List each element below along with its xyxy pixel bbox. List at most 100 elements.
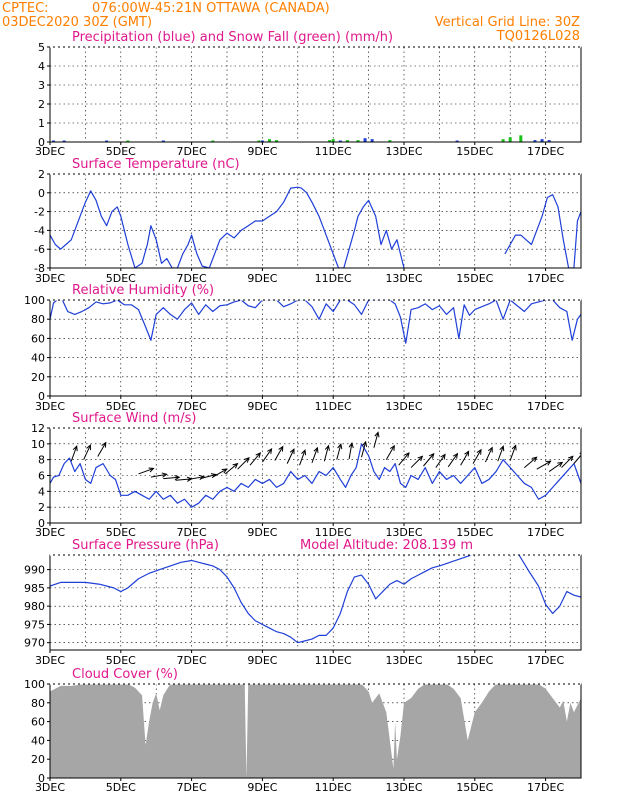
temp-xtick-label: 17DEC [527,272,564,285]
pressure-title: Surface Pressure (hPa) [72,538,219,553]
temp-ytick-label: 2 [38,168,45,181]
cloud-ytick-label: 80 [31,697,45,710]
humidity-xtick-label: 3DEC [35,400,65,413]
precip-bar [540,139,544,142]
humidity-ytick-label: 80 [31,313,45,326]
precip-ytick-label: 3 [38,79,45,92]
precip-title: Precipitation (blue) and Snow Fall (gree… [72,30,393,45]
wind-arrow [524,456,538,468]
cloud-plot [50,684,581,778]
wind-ytick-label: 6 [38,470,45,483]
cloud-xtick-label: 7DEC [177,781,207,794]
wind-arrow [336,443,343,460]
cloud-panel: Cloud Cover (%) 0 20 40 60 80 100 3DEC 5DEC 7DEC 9… [24,667,582,794]
wind-arrow [97,441,107,457]
humidity-line [50,300,581,344]
wind-arrow [435,453,446,468]
temp-ytick-label: -2 [34,206,45,219]
precip-bar [501,139,505,142]
precip-bar [455,140,459,142]
wind-arrow [224,462,239,475]
temp-xtick-label: 15DEC [456,272,493,285]
precip-frame [49,46,582,143]
humidity-xtick-label: 15DEC [456,400,493,413]
pressure-xtick-label: 3DEC [35,654,65,667]
precip-ytick-label: 0 [38,136,45,149]
wind-arrow [509,444,517,461]
precip-xtick-label: 17DEC [527,145,564,158]
pressure-ytick-label: 990 [24,564,45,577]
precip-bar [345,140,349,142]
precip-bar [260,140,264,142]
wind-arrow [460,450,470,466]
precip-bar [126,140,130,142]
cloud-xtick-label: 17DEC [527,781,564,794]
cloud-xtick-label: 15DEC [456,781,493,794]
precip-bar [338,140,342,142]
wind-arrow [138,467,155,475]
humidity-title: Relative Humidity (%) [72,283,214,298]
temp-line [50,186,405,268]
wind-arrow [261,447,273,463]
model-label: TQ0126L028 [496,29,580,44]
temp-xtick-label: 7DEC [177,272,207,285]
wind-line [50,443,581,508]
wind-arrow [83,444,91,460]
pressure-xtick-label: 15DEC [456,654,493,667]
precip-bar [105,140,109,142]
precip-bar [52,140,56,142]
humidity-xtick-label: 5DEC [106,400,136,413]
precip-ytick-label: 2 [38,98,45,111]
precip-bar [356,140,360,142]
wind-arrow [163,475,181,481]
precip-bar [388,140,392,142]
wind-arrow [536,460,552,470]
precip-bar [267,139,271,142]
wind-arrow [150,472,168,478]
wind-ytick-label: 10 [31,438,45,451]
wind-ytick-label: 0 [38,517,45,530]
precip-bar [161,140,165,142]
wind-xtick-label: 3DEC [35,526,65,539]
precip-bar [363,138,367,142]
humidity-ytick-label: 100 [24,294,45,307]
grid-line-note: Vertical Grid Line: 30Z [435,15,580,30]
wind-ytick-label: 2 [38,501,45,514]
wind-arrow [385,444,395,460]
pressure-ytick-label: 985 [24,582,45,595]
humidity-xtick-label: 9DEC [247,400,277,413]
pressure-annotation: Model Altitude: 208.139 m [300,538,473,553]
humidity-panel: Relative Humidity (%) 0 20 40 60 80 100 3DEC 5DE… [24,283,582,413]
wind-arrow [249,452,262,466]
wind-arrow [237,457,250,470]
wind-panel: Surface Wind (m/s) 0 2 4 6 8 10 12 3DEC 5DEC 7DEC 9… [31,411,582,539]
precip-bar [508,137,512,142]
pressure-xtick-label: 11DEC [315,654,352,667]
wind-arrow [561,455,574,468]
wind-xtick-label: 15DEC [456,526,493,539]
precip-bar [519,135,523,142]
cloud-title: Cloud Cover (%) [72,667,178,682]
precip-xtick-label: 13DEC [385,145,422,158]
temp-line [504,194,581,268]
wind-xtick-label: 5DEC [106,526,136,539]
wind-ytick-label: 8 [38,454,45,467]
wind-arrow [274,445,284,461]
precip-ytick-label: 5 [38,41,45,54]
panels: Precipitation (blue) and Snow Fall (gree… [24,30,582,794]
precip-xtick-label: 5DEC [106,145,136,158]
pressure-frame [49,554,582,651]
wind-arrow [472,448,482,464]
wind-arrow [497,445,505,462]
humidity-xtick-label: 11DEC [315,400,352,413]
pressure-xtick-label: 5DEC [106,654,136,667]
wind-arrow [548,461,564,472]
precip-bar [211,140,215,142]
wind-arrow [447,452,459,468]
wind-arrow [286,448,295,464]
wind-arrow [311,446,319,464]
pressure-xtick-label: 7DEC [177,654,207,667]
wind-title: Surface Wind (m/s) [72,411,196,426]
precip-ytick-label: 1 [38,117,45,130]
wind-arrow [187,474,205,481]
